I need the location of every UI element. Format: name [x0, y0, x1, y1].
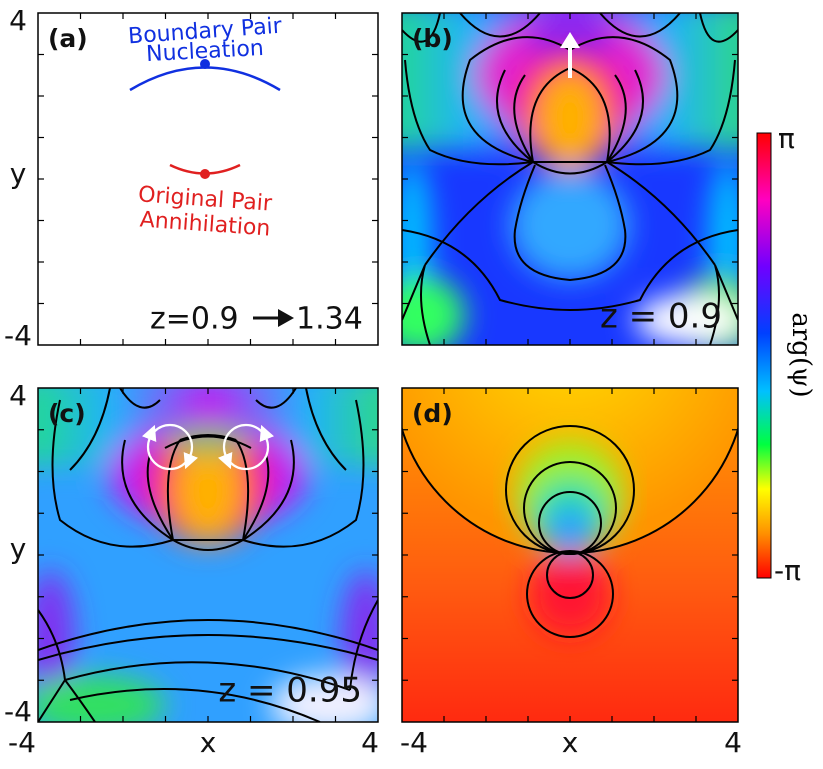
y-tick-label: -4	[4, 695, 32, 728]
y-axis-label: y	[10, 157, 27, 190]
x-tick-label: -4	[400, 726, 428, 759]
z-label: z = 0.9	[600, 297, 722, 337]
colorbar-max: π	[778, 122, 795, 155]
vortex-loops	[141, 423, 275, 471]
z-label: z=0.9	[150, 302, 239, 337]
y-tick-label: -4	[4, 319, 32, 352]
panel-b: (b) z = 0.9	[401, 12, 739, 346]
x-tick-label: -4	[8, 726, 36, 759]
panel-d: (d)	[401, 387, 739, 723]
x-tick-label: 4	[361, 726, 379, 759]
colorbar-min: -π	[774, 554, 801, 587]
x-axis-label: x	[200, 726, 217, 759]
panel-a: Boundary Pair Nucleation Original Pair A…	[37, 12, 379, 346]
panel-label: (d)	[412, 399, 453, 428]
panel-label: (a)	[48, 24, 88, 53]
colorbar-gradient	[756, 132, 772, 579]
arrowhead	[278, 309, 294, 327]
x-tick-label: 4	[724, 726, 742, 759]
vortex-dot	[200, 59, 210, 69]
colorbar: π -π arg(ψ)	[756, 122, 816, 587]
panel-c: (c) z = 0.95	[37, 387, 379, 723]
annotation: Nucleation	[146, 36, 265, 67]
y-tick-label: 4	[9, 4, 27, 37]
y-axis-label: y	[10, 532, 27, 565]
vortex-dot	[200, 169, 210, 179]
z-label: 1.34	[296, 302, 363, 337]
x-axis-label: x	[562, 726, 579, 759]
z-label: z = 0.95	[218, 671, 362, 711]
arrowhead	[560, 32, 580, 48]
tick-marks	[38, 13, 738, 722]
y-tick-label: 4	[9, 379, 27, 412]
panel-label: (c)	[48, 399, 86, 428]
colorbar-label: arg(ψ)	[786, 312, 816, 397]
panel-label: (b)	[412, 24, 453, 53]
